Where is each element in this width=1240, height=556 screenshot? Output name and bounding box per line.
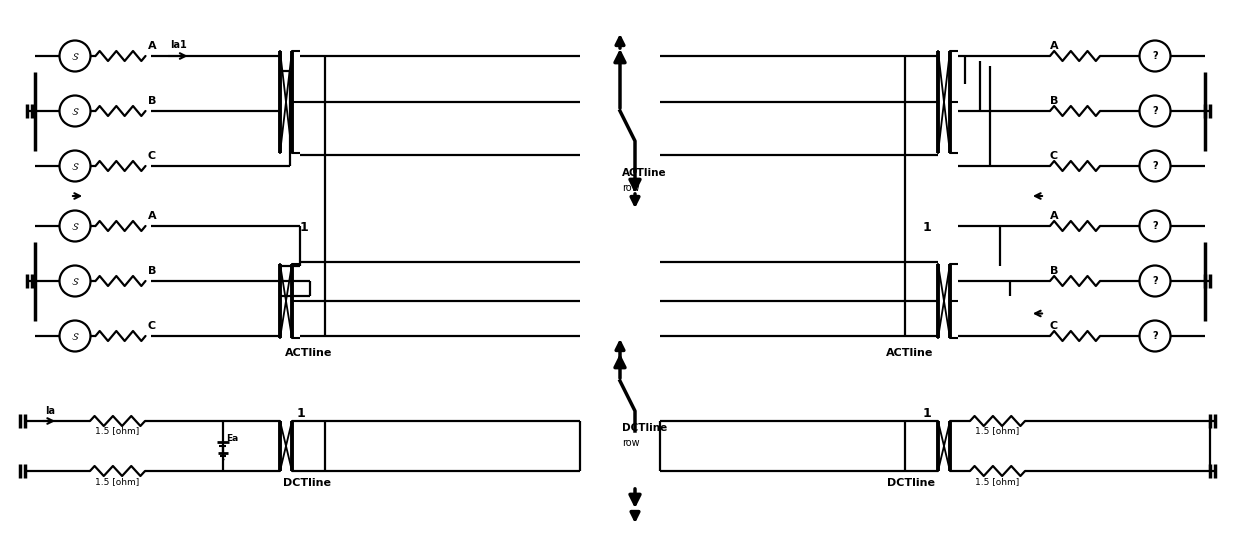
- Text: B: B: [148, 96, 156, 106]
- Text: 1.5 [ohm]: 1.5 [ohm]: [95, 426, 140, 435]
- Text: C: C: [148, 321, 156, 331]
- Text: ?: ?: [1152, 51, 1158, 61]
- Text: B: B: [1050, 96, 1059, 106]
- Circle shape: [60, 266, 91, 296]
- Text: $\mathcal{S}$: $\mathcal{S}$: [71, 51, 79, 62]
- Text: $\mathcal{S}$: $\mathcal{S}$: [71, 276, 79, 286]
- Circle shape: [60, 96, 91, 127]
- Text: $\mathcal{S}$: $\mathcal{S}$: [71, 330, 79, 341]
- Circle shape: [60, 41, 91, 72]
- Text: row: row: [622, 183, 640, 193]
- Text: DCTline: DCTline: [622, 423, 667, 433]
- Text: 1.5 [ohm]: 1.5 [ohm]: [976, 426, 1019, 435]
- Text: 1.5 [ohm]: 1.5 [ohm]: [95, 477, 140, 486]
- Text: DCTline: DCTline: [887, 478, 935, 488]
- Text: C: C: [1050, 151, 1058, 161]
- Circle shape: [60, 151, 91, 181]
- Text: ACTline: ACTline: [622, 168, 667, 178]
- Circle shape: [1140, 211, 1171, 241]
- Text: $\mathcal{S}$: $\mathcal{S}$: [71, 106, 79, 117]
- Circle shape: [1140, 320, 1171, 351]
- Text: Ia1: Ia1: [170, 40, 186, 50]
- Circle shape: [60, 211, 91, 241]
- Text: B: B: [1050, 266, 1059, 276]
- Text: 1: 1: [923, 221, 931, 234]
- Text: 1: 1: [300, 221, 309, 234]
- Text: C: C: [1050, 321, 1058, 331]
- Circle shape: [1140, 41, 1171, 72]
- Text: C: C: [148, 151, 156, 161]
- Text: ?: ?: [1152, 276, 1158, 286]
- Text: A: A: [148, 41, 156, 51]
- Circle shape: [1140, 266, 1171, 296]
- Text: A: A: [148, 211, 156, 221]
- Circle shape: [1140, 151, 1171, 181]
- Text: ?: ?: [1152, 331, 1158, 341]
- Text: DCTline: DCTline: [283, 478, 331, 488]
- Text: Ia: Ia: [45, 406, 55, 416]
- Text: ?: ?: [1152, 106, 1158, 116]
- Text: $\mathcal{S}$: $\mathcal{S}$: [71, 161, 79, 171]
- Text: 1: 1: [298, 407, 306, 420]
- Text: ACTline: ACTline: [285, 348, 332, 358]
- Text: ?: ?: [1152, 221, 1158, 231]
- Text: A: A: [1050, 211, 1059, 221]
- Circle shape: [1140, 96, 1171, 127]
- Circle shape: [60, 320, 91, 351]
- Text: B: B: [148, 266, 156, 276]
- Text: Ea: Ea: [227, 434, 239, 443]
- Text: $\mathcal{S}$: $\mathcal{S}$: [71, 221, 79, 231]
- Text: A: A: [1050, 41, 1059, 51]
- Text: row: row: [622, 438, 640, 448]
- Text: ACTline: ACTline: [885, 348, 932, 358]
- Text: 1: 1: [923, 407, 931, 420]
- Text: ?: ?: [1152, 161, 1158, 171]
- Text: 1.5 [ohm]: 1.5 [ohm]: [976, 477, 1019, 486]
